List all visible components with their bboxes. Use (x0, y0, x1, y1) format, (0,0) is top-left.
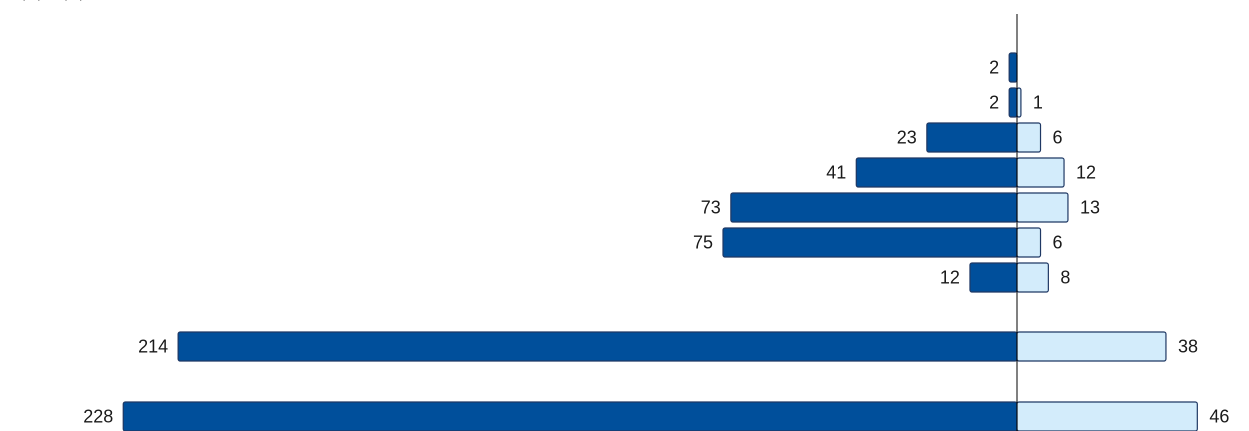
left-bar-8 (122, 401, 1018, 431)
left-value-label-1: 2 (989, 93, 999, 113)
right-value-label-6: 8 (1060, 268, 1070, 288)
left-bar-0 (1008, 52, 1018, 83)
left-bar-3 (855, 157, 1018, 188)
right-bar-3 (1016, 157, 1065, 188)
right-value-label-8: 46 (1209, 407, 1229, 427)
right-value-label-3: 12 (1076, 163, 1096, 183)
right-value-label-4: 13 (1080, 198, 1100, 218)
right-bar-4 (1016, 192, 1069, 223)
left-bar-6 (969, 262, 1018, 293)
right-bar-8 (1016, 401, 1198, 431)
left-value-label-8: 228 (83, 407, 113, 427)
right-bar-7 (1016, 331, 1167, 362)
chart-header-text: … (…) … (…) (4, 0, 84, 1)
right-bar-5 (1016, 227, 1042, 258)
right-bar-1 (1016, 87, 1022, 118)
left-value-label-0: 2 (989, 58, 999, 78)
right-value-label-1: 1 (1033, 93, 1043, 113)
bars-group (122, 52, 1198, 431)
right-bar-2 (1016, 122, 1042, 153)
left-value-label-2: 23 (897, 128, 917, 148)
right-value-label-2: 6 (1053, 128, 1063, 148)
left-value-label-3: 41 (826, 163, 846, 183)
left-bar-4 (730, 192, 1018, 223)
right-value-label-7: 38 (1178, 337, 1198, 357)
left-bar-7 (177, 331, 1018, 362)
right-value-label-5: 6 (1053, 233, 1063, 253)
left-value-label-6: 12 (940, 268, 960, 288)
left-bar-5 (722, 227, 1018, 258)
left-bar-2 (926, 122, 1018, 153)
value-labels-group: 2 2 1 23 6 41 12 73 13 75 6 12 8 214 38 228 46 (83, 58, 1229, 427)
right-bar-6 (1016, 262, 1049, 293)
left-value-label-7: 214 (138, 337, 168, 357)
left-value-label-5: 75 (693, 233, 713, 253)
left-value-label-4: 73 (701, 198, 721, 218)
left-bar-1 (1008, 87, 1018, 118)
